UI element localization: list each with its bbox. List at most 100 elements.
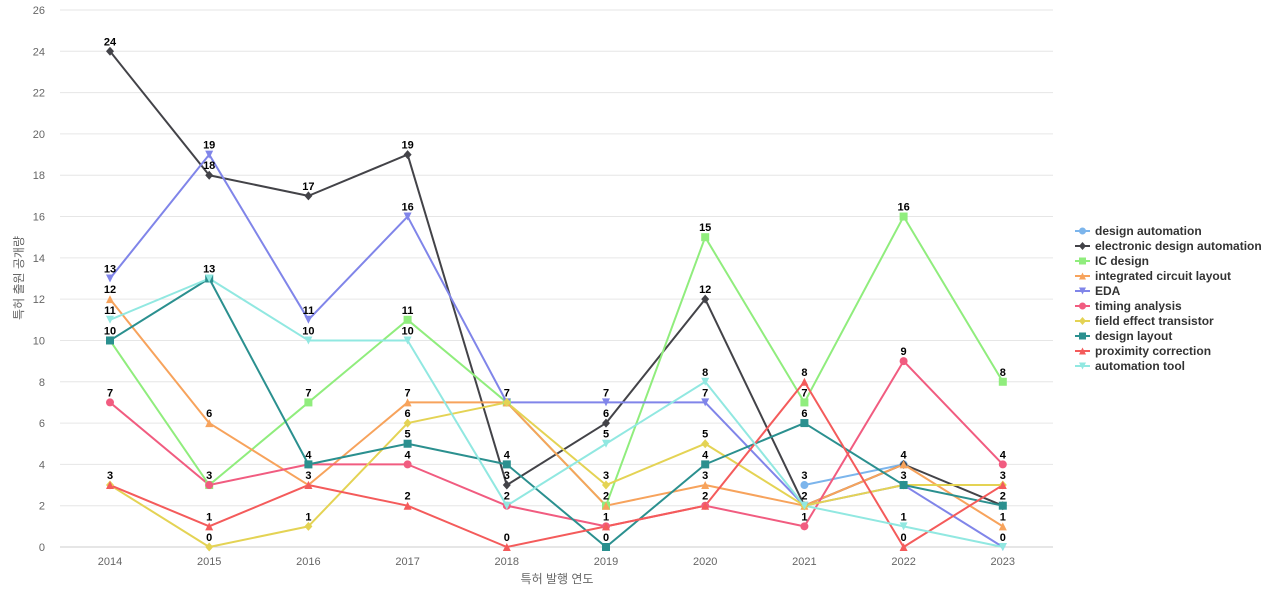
series-marker [304,315,313,324]
x-tick-label: 2022 [891,556,915,568]
data-label: 4 [405,449,412,461]
series-marker [899,481,908,490]
series-marker [998,543,1007,551]
data-label: 7 [801,387,807,399]
series-marker [1079,287,1086,295]
y-tick-label: 0 [39,542,45,554]
series-marker [899,543,908,551]
series-marker [998,377,1007,386]
series-marker [304,336,313,345]
series-marker [800,522,809,531]
data-label: 11 [104,305,116,317]
series-line [109,380,1004,548]
series-marker [502,543,511,551]
series-marker [304,521,313,531]
series-marker [602,543,610,551]
data-label: 0 [603,532,609,544]
data-label: 3 [901,470,907,482]
series-marker [701,377,710,386]
legend-item[interactable]: design layout [1075,329,1172,343]
legend-item[interactable]: EDA [1075,284,1121,298]
series-marker [304,191,313,201]
data-label: 6 [206,408,212,420]
data-label: 7 [305,387,311,399]
data-label: 2 [504,491,510,503]
x-axis-ticks: 2014 2015 2016 2017 2018 2019 2020 2021 2022 2023 [98,556,1015,568]
data-label: 5 [702,429,708,441]
series-marker [403,439,412,448]
legend-item[interactable]: automation tool [1075,359,1185,373]
series-marker [701,460,710,469]
series-marker [701,481,710,490]
data-labels: 2413121110731918136310171110743119161110… [104,36,1007,544]
series-marker [304,398,313,407]
series-marker [403,212,412,221]
series-marker [701,439,710,449]
y-tick-label: 16 [33,212,45,224]
y-tick-label: 2 [39,501,45,513]
data-label: 6 [801,408,807,420]
y-tick-label: 18 [33,170,45,182]
series-marker [106,274,114,283]
data-label: 13 [203,264,215,276]
series-marker [899,212,908,221]
series-marker [106,481,114,490]
legend-item[interactable]: field effect transistor [1075,314,1214,328]
series-marker [1079,347,1086,355]
data-label: 0 [504,532,510,544]
data-label: 7 [405,387,411,399]
series-marker [602,522,610,531]
series-marker [205,170,214,180]
legend-item[interactable]: proximity correction [1075,344,1211,358]
legend-item[interactable]: electronic design automation [1075,239,1262,253]
legend-item[interactable]: IC design [1075,254,1149,268]
series-marker [205,150,214,159]
x-tick-label: 2014 [98,556,122,568]
series-marker [502,480,511,490]
y-tick-label: 26 [33,5,45,17]
series-line [109,360,1004,528]
series-marker [899,357,908,366]
data-label: 3 [305,470,311,482]
legend-label: design layout [1095,329,1172,343]
data-label: 1 [206,511,212,523]
legend-item[interactable]: integrated circuit layout [1075,269,1231,283]
data-label: 2 [603,491,609,503]
series-marker [502,460,511,469]
data-label: 3 [702,470,708,482]
data-label: 4 [702,449,709,461]
series-marker [602,501,610,510]
series-marker [998,522,1007,531]
x-tick-label: 2015 [197,556,221,568]
legend-item[interactable]: design automation [1075,224,1202,238]
series-marker [998,501,1007,510]
series-marker [701,233,710,242]
series-line [803,463,905,487]
data-label: 10 [401,325,413,337]
data-label: 11 [402,305,414,317]
data-label: 16 [401,202,413,214]
series-markers [106,46,1007,552]
series-marker [602,418,610,428]
data-label: 5 [603,429,609,441]
series-marker [403,150,412,160]
series-marker [1079,272,1086,280]
x-tick-label: 2023 [991,556,1015,568]
x-tick-label: 2016 [296,556,320,568]
legend-label: proximity correction [1095,344,1211,358]
data-label: 1 [901,511,907,523]
series-marker [106,398,114,407]
data-label: 3 [107,470,113,482]
data-label: 2 [702,491,708,503]
series-marker [1079,257,1086,265]
data-label: 0 [1000,532,1006,544]
legend-item[interactable]: timing analysis [1075,299,1182,313]
gridlines [60,9,1053,507]
series-marker [205,274,214,283]
series-marker [106,336,114,345]
series-marker [502,397,511,407]
data-label: 3 [801,470,807,482]
data-label: 2 [801,491,807,503]
